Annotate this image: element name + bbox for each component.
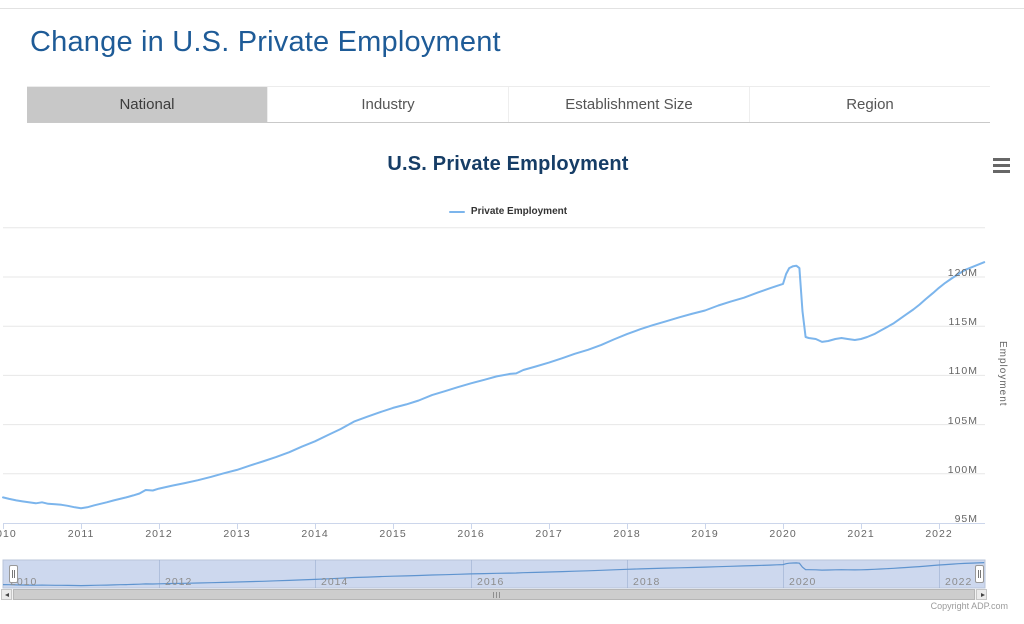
navigator-left-handle[interactable]: [9, 565, 18, 583]
tab-industry[interactable]: Industry: [268, 87, 509, 122]
series-line: [2, 261, 986, 510]
page-title: Change in U.S. Private Employment: [30, 26, 501, 58]
copyright-label: Copyright ADP.com: [930, 601, 1008, 611]
scrollbar-grip-icon: [493, 592, 501, 598]
hamburger-icon[interactable]: [993, 158, 1010, 173]
top-divider: [0, 8, 1024, 9]
legend-label: Private Employment: [470, 206, 568, 217]
handle-grip-line: [12, 570, 13, 578]
legend-line-marker-icon: [448, 210, 465, 213]
handle-grip-line: [980, 570, 981, 578]
tab-region[interactable]: Region: [750, 87, 990, 122]
navigator-series-line: [2, 562, 985, 587]
y-axis-title: Employment: [997, 341, 1008, 407]
scrollbar-right-arrow[interactable]: [976, 589, 987, 600]
tab-national-label: National: [119, 96, 175, 113]
hamburger-bar: [993, 158, 1010, 161]
hamburger-bar: [993, 170, 1010, 173]
left-triangle-icon: [5, 593, 9, 597]
right-triangle-icon: [981, 593, 985, 597]
handle-grip-line: [14, 570, 15, 578]
tab-national[interactable]: National: [27, 87, 268, 122]
tab-establishment-size-label: Establishment Size: [565, 96, 693, 113]
hamburger-bar: [993, 164, 1010, 167]
scrollbar-thumb[interactable]: [13, 589, 975, 600]
navigator-right-handle[interactable]: [975, 565, 984, 583]
scrollbar: [1, 589, 987, 600]
chart-title: U.S. Private Employment: [387, 153, 629, 175]
handle-grip-line: [978, 570, 979, 578]
tab-establishment-size[interactable]: Establishment Size: [509, 87, 750, 122]
tab-region-label: Region: [846, 96, 894, 113]
scrollbar-left-arrow[interactable]: [1, 589, 12, 600]
tab-industry-label: Industry: [361, 96, 415, 113]
tab-bar: National Industry Establishment Size Reg…: [27, 86, 990, 123]
legend-item[interactable]: Private Employment: [0, 206, 1016, 217]
